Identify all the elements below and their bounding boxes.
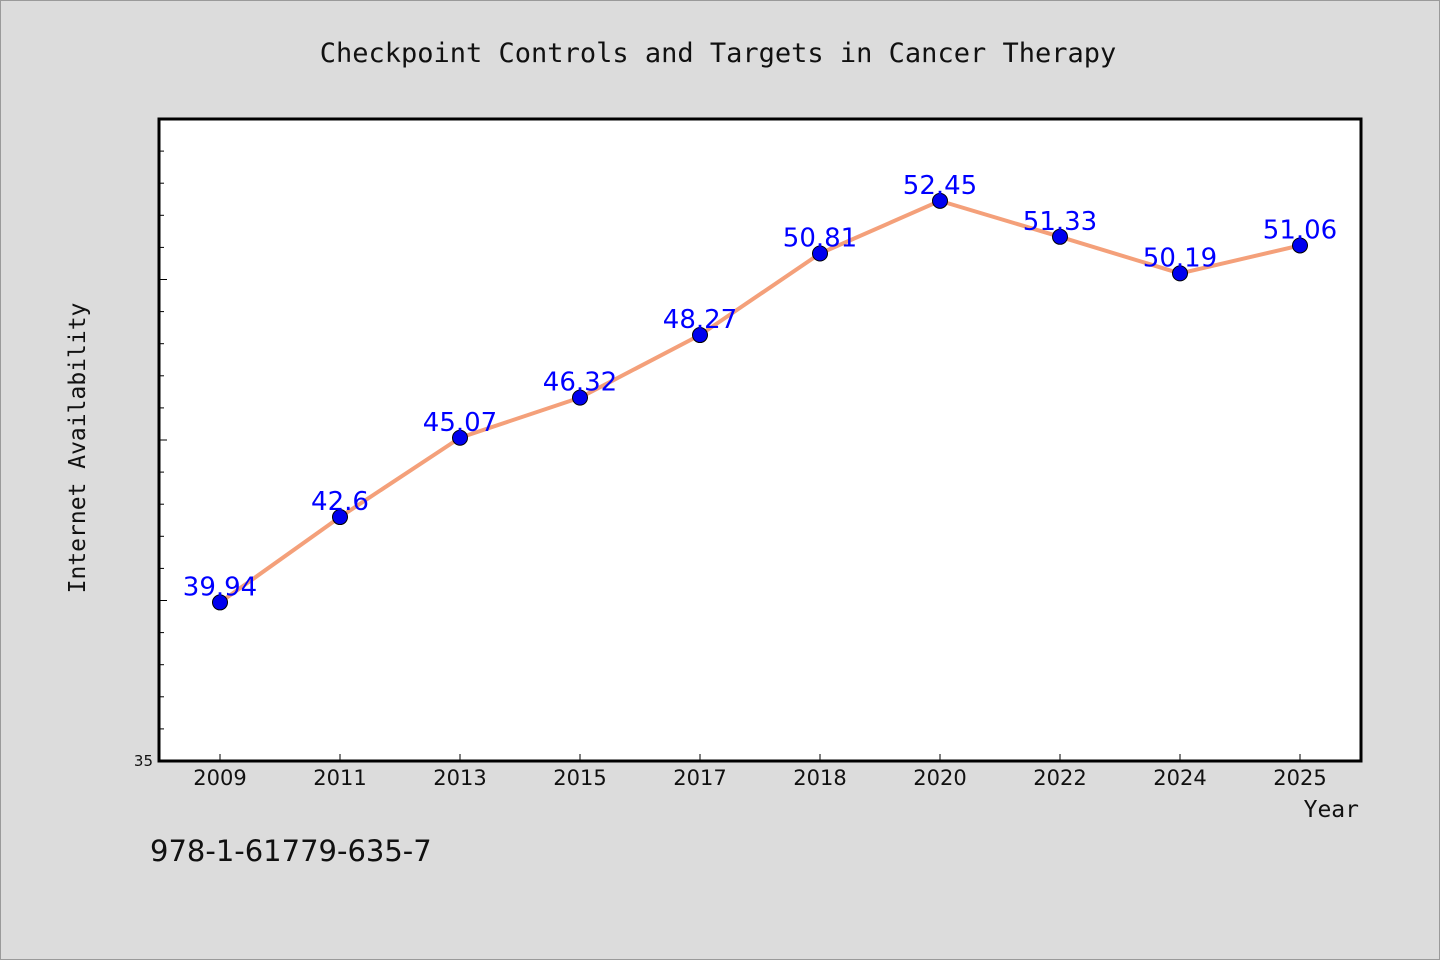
series-layer: 39.94 42.6 45.07 46.32 48.27 50.81 52.45 51.33 5… [183,171,1337,611]
y-axis-label: Internet Availability [65,303,91,594]
series-line [218,198,1302,605]
data-point [1292,237,1308,254]
data-point [812,245,828,262]
x-axis-ticks: 2009 2011 2013 2015 2017 2018 2020 2022 2024 2025 [193,754,1327,790]
x-tick-label: 2025 [1273,766,1326,790]
data-label: 51.06 [1263,215,1337,245]
x-tick-label: 2020 [913,766,966,790]
data-point [332,509,348,526]
data-point [212,594,228,611]
data-point [1172,265,1188,282]
data-label: 50.19 [1143,243,1217,273]
x-axis-label: Year [1304,797,1359,823]
data-label: 50.81 [783,223,857,253]
data-label: 48.27 [663,305,737,335]
x-tick-label: 2015 [553,766,606,790]
data-point [692,327,708,344]
chart-title: Checkpoint Controls and Targets in Cance… [320,38,1117,69]
data-point [1052,228,1068,245]
x-tick-label: 2009 [193,766,246,790]
data-point [572,389,588,406]
data-point [452,429,468,446]
x-tick-label: 2018 [793,766,846,790]
data-label: 45.07 [423,408,497,438]
data-label: 39.94 [183,572,257,602]
data-label: 52.45 [903,171,977,201]
data-label: 46.32 [543,368,617,398]
isbn-caption: 978-1-61779-635-7 [150,834,432,868]
plot-area [157,117,1363,763]
x-tick-label: 2017 [673,766,726,790]
data-label: 42.6 [311,487,369,517]
y-tick-label: 35 [134,752,153,770]
x-tick-label: 2022 [1033,766,1086,790]
y-axis-ticks: 35 [134,118,167,770]
x-tick-label: 2013 [433,766,486,790]
data-point [932,192,948,209]
data-label: 51.33 [1023,207,1097,237]
x-tick-label: 2024 [1153,766,1206,790]
x-tick-label: 2011 [313,766,366,790]
